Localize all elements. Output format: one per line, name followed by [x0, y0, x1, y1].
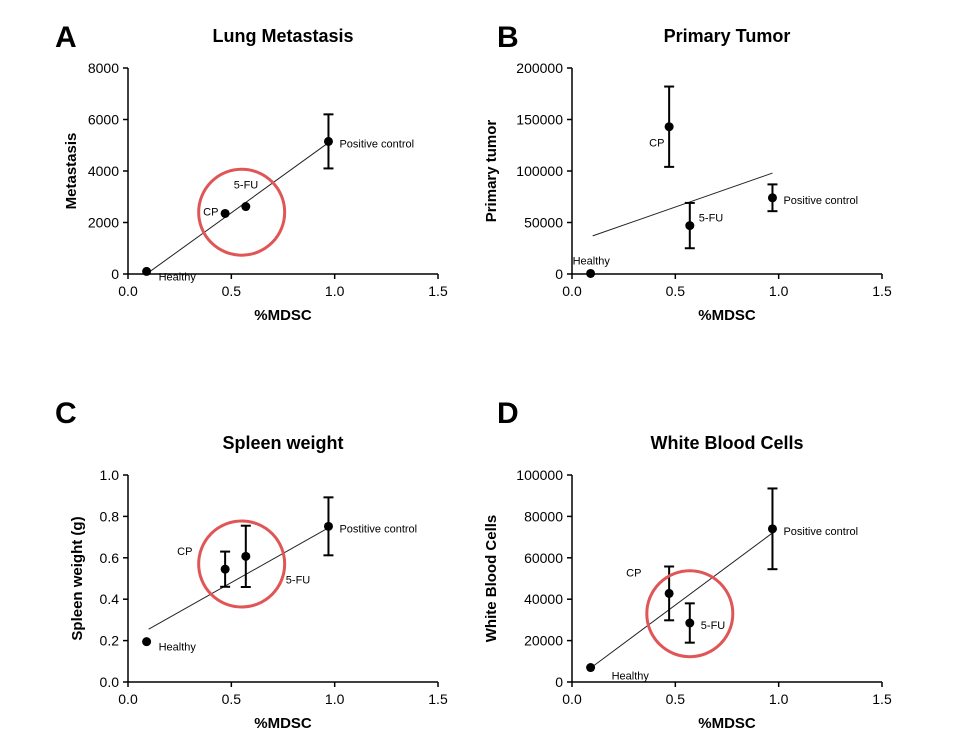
point-label: Positive control [783, 526, 858, 538]
data-point [586, 268, 596, 278]
point-label: 5-FU [699, 213, 724, 225]
y-tick-label: 50000 [524, 215, 563, 231]
point-label: Healthy [612, 671, 650, 683]
panel-C: C Spleen weight 0.0 0.2 0.4 0.6 0.8 1.0 0.0 0.5 1.… [55, 397, 448, 732]
panel-title: White Blood Cells [651, 433, 804, 453]
x-tick-label: 1.5 [872, 691, 892, 707]
fit-line [148, 527, 329, 630]
point-label: Positive control [783, 195, 858, 207]
data-point [685, 618, 695, 628]
panel-letter: B [497, 21, 519, 54]
panel-D: D White Blood Cells 0 20000 40000 60000 80000 1… [483, 397, 892, 732]
x-tick-label: 0.5 [222, 691, 242, 707]
y-tick-label: 80000 [524, 508, 563, 524]
panel-letter: A [55, 21, 77, 54]
y-tick-label: 6000 [88, 112, 119, 128]
data-point [664, 588, 674, 598]
point-label: CP [649, 138, 664, 150]
point-label: CP [203, 206, 218, 218]
point-label: Healthy [573, 255, 611, 267]
x-tick-label: 1.5 [428, 283, 448, 299]
x-tick-label: 1.0 [769, 283, 789, 299]
point-label: Healthy [159, 271, 197, 283]
point-label: CP [177, 546, 192, 558]
point-label: 5-FU [701, 620, 726, 632]
y-tick-label: 0.6 [100, 550, 120, 566]
fit-line [592, 532, 773, 667]
x-tick-label: 1.0 [325, 691, 345, 707]
data-point [664, 122, 674, 132]
y-tick-label: 20000 [524, 633, 563, 649]
x-axis-title: %MDSC [698, 307, 756, 324]
y-axis-title: Metastasis [63, 133, 80, 210]
point-label: Positive control [339, 138, 414, 150]
point-label: Postitive control [339, 523, 417, 535]
y-tick-label: 0.0 [100, 674, 120, 690]
y-tick-label: 0 [111, 266, 119, 282]
fit-line [148, 142, 329, 273]
highlight-circle [197, 167, 287, 257]
panel-title: Primary Tumor [664, 26, 791, 46]
x-tick-label: 0.0 [562, 691, 582, 707]
data-point [220, 564, 230, 574]
x-tick-label: 1.0 [325, 283, 345, 299]
y-tick-label: 200000 [516, 60, 563, 76]
y-tick-label: 60000 [524, 550, 563, 566]
data-point [142, 637, 152, 647]
panel-letter: C [55, 397, 77, 430]
panel-title: Spleen weight [222, 433, 343, 453]
x-tick-label: 0.5 [666, 283, 686, 299]
panel-B: B Primary Tumor 0 50000 100000 150000 200000 0.… [483, 21, 892, 324]
y-tick-label: 1.0 [100, 467, 120, 483]
data-point [767, 193, 777, 203]
data-point [323, 521, 333, 531]
x-tick-label: 0.5 [666, 691, 686, 707]
data-point [241, 551, 251, 561]
y-tick-label: 8000 [88, 60, 119, 76]
y-tick-label: 4000 [88, 163, 119, 179]
fit-line [592, 172, 773, 237]
panel-title: Lung Metastasis [212, 26, 353, 46]
y-tick-label: 0.4 [100, 591, 120, 607]
data-point [323, 136, 333, 146]
x-tick-label: 1.0 [769, 691, 789, 707]
data-point [586, 663, 596, 673]
x-axis-title: %MDSC [254, 715, 312, 732]
data-point [767, 524, 777, 534]
data-point [142, 266, 152, 276]
y-tick-label: 40000 [524, 591, 563, 607]
y-tick-label: 2000 [88, 215, 119, 231]
y-tick-label: 0 [555, 674, 563, 690]
x-tick-label: 1.5 [872, 283, 892, 299]
y-axis-title: Primary tumor [483, 120, 500, 223]
data-point [220, 208, 230, 218]
x-axis-title: %MDSC [254, 307, 312, 324]
x-tick-label: 0.5 [222, 283, 242, 299]
x-tick-label: 1.5 [428, 691, 448, 707]
panel-letter: D [497, 397, 519, 430]
x-tick-label: 0.0 [118, 283, 138, 299]
panel-A: A Lung Metastasis 0 2000 4000 6000 8000 0.0 0.5 1… [55, 21, 448, 324]
y-axis-title: Spleen weight (g) [69, 516, 86, 640]
x-tick-label: 0.0 [118, 691, 138, 707]
x-tick-label: 0.0 [562, 283, 582, 299]
x-axis-title: %MDSC [698, 715, 756, 732]
y-tick-label: 150000 [516, 112, 563, 128]
data-point [685, 221, 695, 231]
data-point [241, 202, 251, 212]
y-tick-label: 100000 [516, 467, 563, 483]
y-tick-label: 0 [555, 266, 563, 282]
point-label: 5-FU [234, 180, 258, 192]
point-label: Healthy [159, 642, 197, 654]
highlight-circle [645, 569, 735, 659]
point-label: CP [626, 567, 641, 579]
y-tick-label: 0.8 [100, 508, 120, 524]
point-label: 5-FU [286, 574, 311, 586]
highlight-circle [197, 519, 287, 609]
y-tick-label: 0.2 [100, 633, 120, 649]
y-tick-label: 100000 [516, 163, 563, 179]
y-axis-title: White Blood Cells [483, 515, 500, 643]
